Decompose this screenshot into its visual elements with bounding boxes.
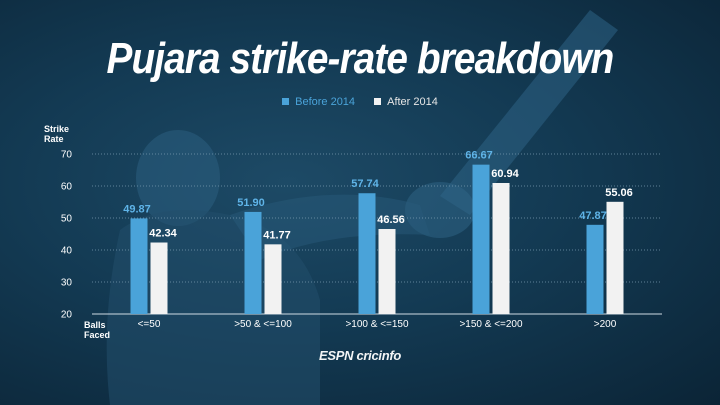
bar-after-2014	[150, 242, 168, 314]
data-label-after: 60.94	[491, 168, 519, 180]
legend-swatch-before	[282, 98, 290, 105]
data-label-before: 66.67	[465, 150, 493, 162]
y-axis-label: Strike Rate	[44, 124, 70, 144]
x-axis-label: Balls Faced	[84, 320, 111, 340]
y-tick-label: 40	[61, 246, 73, 257]
x-tick-label: >150 & <=200	[459, 319, 523, 330]
data-label-after: 55.06	[605, 187, 633, 199]
data-label-after: 46.56	[377, 214, 405, 226]
chart-title: Pujara strike-rate breakdown	[106, 34, 615, 83]
bar-before-2014	[586, 224, 604, 314]
x-tick-label: <=50	[138, 319, 161, 330]
bar-after-2014	[492, 182, 510, 314]
y-tick-label: 20	[61, 310, 73, 321]
y-tick-label: 30	[61, 278, 73, 289]
data-label-after: 41.77	[263, 229, 291, 241]
bar-before-2014	[358, 193, 376, 314]
bar-before-2014	[244, 211, 262, 314]
data-label-before: 47.87	[579, 210, 607, 222]
y-tick-label: 70	[61, 150, 73, 161]
data-label-before: 51.90	[237, 197, 265, 209]
y-tick-label: 50	[61, 214, 73, 225]
data-label-after: 42.34	[149, 228, 177, 240]
y-tick-label: 60	[61, 182, 73, 193]
legend-label-before: Before 2014	[295, 96, 356, 108]
espn-cricinfo-logo: ESPN cricinfo	[318, 348, 402, 363]
x-tick-label: >50 & <=100	[234, 319, 292, 330]
x-tick-label: >100 & <=150	[345, 319, 409, 330]
bar-after-2014	[264, 244, 282, 314]
bar-after-2014	[606, 201, 624, 314]
legend-label-after: After 2014	[387, 96, 438, 108]
legend-item-before: Before 2014	[282, 96, 355, 108]
legend-item-after: After 2014	[374, 96, 438, 108]
bar-before-2014	[472, 164, 490, 314]
bar-before-2014	[130, 218, 148, 314]
bar-after-2014	[378, 229, 396, 314]
data-label-before: 57.74	[351, 178, 379, 190]
legend-swatch-after	[374, 98, 382, 105]
data-label-before: 49.87	[123, 203, 151, 215]
x-tick-label: >200	[594, 319, 617, 330]
legend: Before 2014 After 2014	[0, 96, 720, 108]
